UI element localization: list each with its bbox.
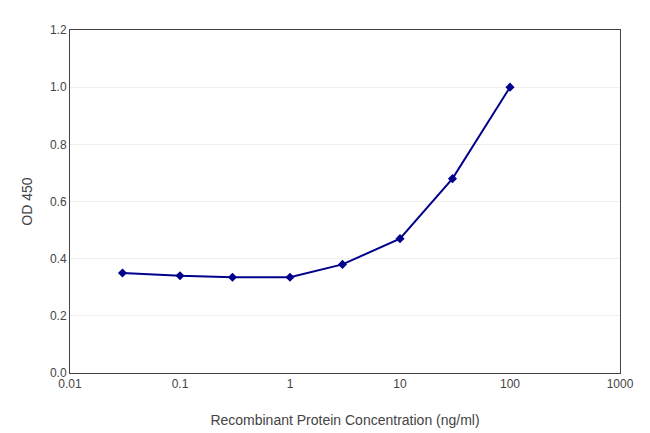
svg-text:Recombinant Protein Concentrat: Recombinant Protein Concentration (ng/ml…	[210, 412, 479, 428]
svg-text:1000: 1000	[607, 377, 634, 391]
svg-text:100: 100	[500, 377, 520, 391]
svg-text:0.0: 0.0	[50, 366, 67, 380]
svg-text:10: 10	[393, 377, 407, 391]
svg-text:0.1: 0.1	[172, 377, 189, 391]
svg-text:1.2: 1.2	[50, 23, 67, 37]
svg-text:0.01: 0.01	[58, 377, 82, 391]
svg-text:1: 1	[287, 377, 294, 391]
svg-text:0.8: 0.8	[50, 138, 67, 152]
svg-text:0.2: 0.2	[50, 309, 67, 323]
svg-text:0.4: 0.4	[50, 252, 67, 266]
svg-text:1.0: 1.0	[50, 80, 67, 94]
svg-text:0.6: 0.6	[50, 195, 67, 209]
svg-text:OD 450: OD 450	[19, 177, 35, 225]
